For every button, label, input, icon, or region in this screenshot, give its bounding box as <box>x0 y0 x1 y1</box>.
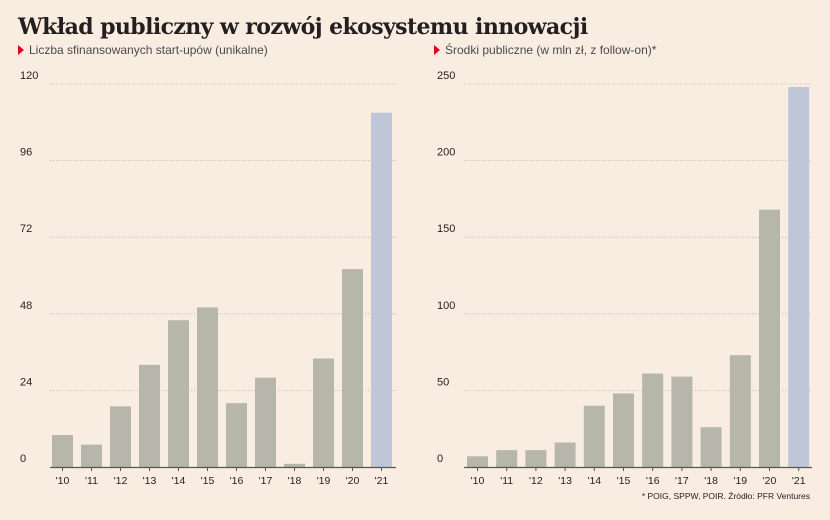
bar <box>700 427 722 467</box>
x-tick-label: '20 <box>346 475 360 487</box>
x-tick-label: '10 <box>471 475 485 487</box>
bar <box>671 376 693 467</box>
x-tick-label: '21 <box>375 475 389 487</box>
source-note: * POIG, SPPW, POIR. Źródło: PFR Ventures <box>641 491 810 501</box>
bar <box>168 320 189 467</box>
x-tick-label: '16 <box>646 475 660 487</box>
x-tick-label: '17 <box>259 475 273 487</box>
right-bar-chart: 0 50 100 150 200 250 '10 '11 '12 '13 '14 '15 '16 '17 '… <box>437 70 812 487</box>
x-tick-label: '17 <box>675 475 689 487</box>
x-tick-label: '14 <box>587 475 601 487</box>
bar <box>788 87 810 468</box>
left-bar-chart: 0 24 48 72 96 120 '10 '11 '12 '13 '14 '15 '16 '17 '18 '… <box>20 70 396 487</box>
x-tick-label: '15 <box>617 475 631 487</box>
bar <box>642 373 664 467</box>
x-tick-label: '19 <box>317 475 331 487</box>
right-chart-subtitle: Środki publiczne (w mln zł, z follow-on)… <box>434 43 656 57</box>
x-tick-label: '18 <box>704 475 718 487</box>
x-tick-label: '20 <box>763 475 777 487</box>
bar <box>496 450 518 467</box>
y-tick-label: 100 <box>437 300 455 312</box>
x-tick-label: '13 <box>143 475 157 487</box>
bar <box>139 364 160 467</box>
y-tick-label: 50 <box>437 376 449 388</box>
bar <box>52 435 73 467</box>
bar <box>313 358 334 467</box>
y-tick-label: 0 <box>20 453 26 465</box>
x-tick-label: '18 <box>288 475 302 487</box>
bar <box>583 405 605 467</box>
y-tick-label: 24 <box>20 376 32 388</box>
x-tick-label: '12 <box>529 475 543 487</box>
bar <box>110 406 131 467</box>
y-tick-label: 48 <box>20 300 32 312</box>
red-triangle-marker-icon <box>18 45 24 55</box>
bar <box>284 463 305 467</box>
bar <box>554 442 576 467</box>
chart-title: Wkład publiczny w rozwój ekosystemu inno… <box>18 14 588 40</box>
bar <box>759 209 780 467</box>
bar <box>613 393 634 467</box>
y-tick-label: 72 <box>20 223 32 235</box>
y-tick-label: 96 <box>20 147 32 159</box>
y-tick-label: 250 <box>437 70 455 82</box>
bar <box>371 112 392 467</box>
bar <box>197 307 218 467</box>
x-tick-label: '11 <box>500 475 513 487</box>
y-tick-label: 200 <box>437 147 455 159</box>
left-chart-subtitle: Liczba sfinansowanych start-upów (unikal… <box>18 43 268 57</box>
x-tick-label: '14 <box>172 475 186 487</box>
bar <box>255 377 276 467</box>
x-tick-label: '12 <box>114 475 128 487</box>
bar <box>525 450 547 467</box>
bar <box>81 444 102 467</box>
x-tick-label: '15 <box>201 475 215 487</box>
x-tick-label: '11 <box>85 475 98 487</box>
x-tick-label: '16 <box>230 475 244 487</box>
bar <box>226 403 247 467</box>
x-tick-label: '10 <box>56 475 70 487</box>
y-tick-label: 120 <box>20 70 38 82</box>
x-tick-label: '21 <box>792 475 806 487</box>
bar <box>467 456 488 467</box>
left-chart-subtitle-text: Liczba sfinansowanych start-upów (unikal… <box>29 43 268 57</box>
bar <box>729 355 751 467</box>
x-tick-label: '13 <box>558 475 572 487</box>
red-triangle-marker-icon <box>434 45 440 55</box>
bar <box>342 269 363 467</box>
y-tick-label: 150 <box>437 223 455 235</box>
right-chart-subtitle-text: Środki publiczne (w mln zł, z follow-on)… <box>445 43 657 57</box>
x-tick-label: '19 <box>733 475 747 487</box>
y-tick-label: 0 <box>437 453 443 465</box>
